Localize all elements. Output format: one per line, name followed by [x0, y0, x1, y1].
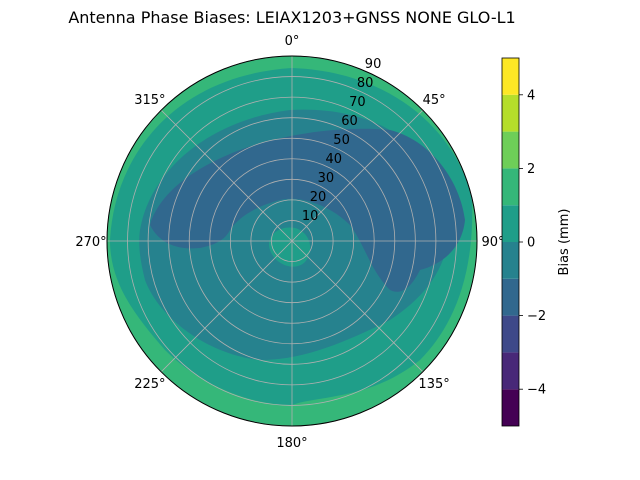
colorbar-band	[502, 315, 519, 353]
grid-spoke-135	[291, 240, 424, 373]
radial-tick-label: 30	[318, 171, 335, 186]
colorbar-band	[502, 242, 519, 279]
angle-tick-label: 315°	[134, 93, 165, 108]
colorbar-band	[502, 389, 519, 426]
angle-tick-label: 225°	[134, 377, 165, 392]
radial-labels: 10 20 30 40 50 60 70 80 90	[302, 57, 381, 224]
colorbar-tick-label: −4	[527, 383, 546, 398]
radial-tick-label: 10	[302, 209, 319, 224]
angle-tick-label: 0°	[285, 34, 300, 49]
angle-labels: 0° 45° 90° 135° 180° 225° 270° 315°	[75, 34, 504, 451]
radial-tick-label: 80	[357, 76, 374, 91]
colorbar-band	[502, 94, 519, 132]
radial-tick-label: 50	[333, 133, 350, 148]
grid-spoke-225	[160, 240, 293, 373]
angle-tick-label: 180°	[276, 436, 307, 451]
colorbar-band	[502, 205, 519, 242]
colorbar-tick-label: 4	[527, 88, 535, 103]
colorbar-band	[502, 278, 519, 316]
grid-spoke-315	[160, 109, 293, 242]
angle-tick-label: 45°	[423, 93, 446, 108]
radial-tick-label: 20	[310, 190, 327, 205]
angle-tick-label: 135°	[418, 377, 449, 392]
radial-tick-label: 40	[326, 152, 343, 167]
polar-grid	[106, 55, 478, 427]
colorbar-band	[502, 131, 519, 169]
colorbar: −4 −2 0 2 4 Bias (mm)	[501, 57, 572, 427]
radial-tick-label: 90	[365, 57, 382, 72]
colorbar-tick-label: 0	[527, 236, 535, 251]
radial-tick-label: 60	[341, 114, 358, 129]
colorbar-band	[502, 168, 519, 206]
colorbar-label: Bias (mm)	[557, 209, 572, 276]
grid-spoke-45	[291, 109, 424, 242]
colorbar-tick-label: −2	[527, 309, 546, 324]
polar-plot-area: 0° 45° 90° 135° 180° 225° 270° 315° 10 20 30 40 50 6…	[75, 34, 504, 451]
contour-dark-region	[150, 128, 465, 292]
colorbar-tick-label: 2	[527, 162, 535, 177]
angle-tick-label: 270°	[75, 235, 106, 250]
polar-frame	[106, 55, 478, 427]
colorbar-band	[502, 352, 519, 390]
angle-tick-label: 90°	[481, 235, 504, 250]
colorbar-band	[502, 58, 519, 95]
chart-title: Antenna Phase Biases: LEIAX1203+GNSS NON…	[68, 8, 515, 27]
radial-tick-label: 70	[349, 95, 366, 110]
